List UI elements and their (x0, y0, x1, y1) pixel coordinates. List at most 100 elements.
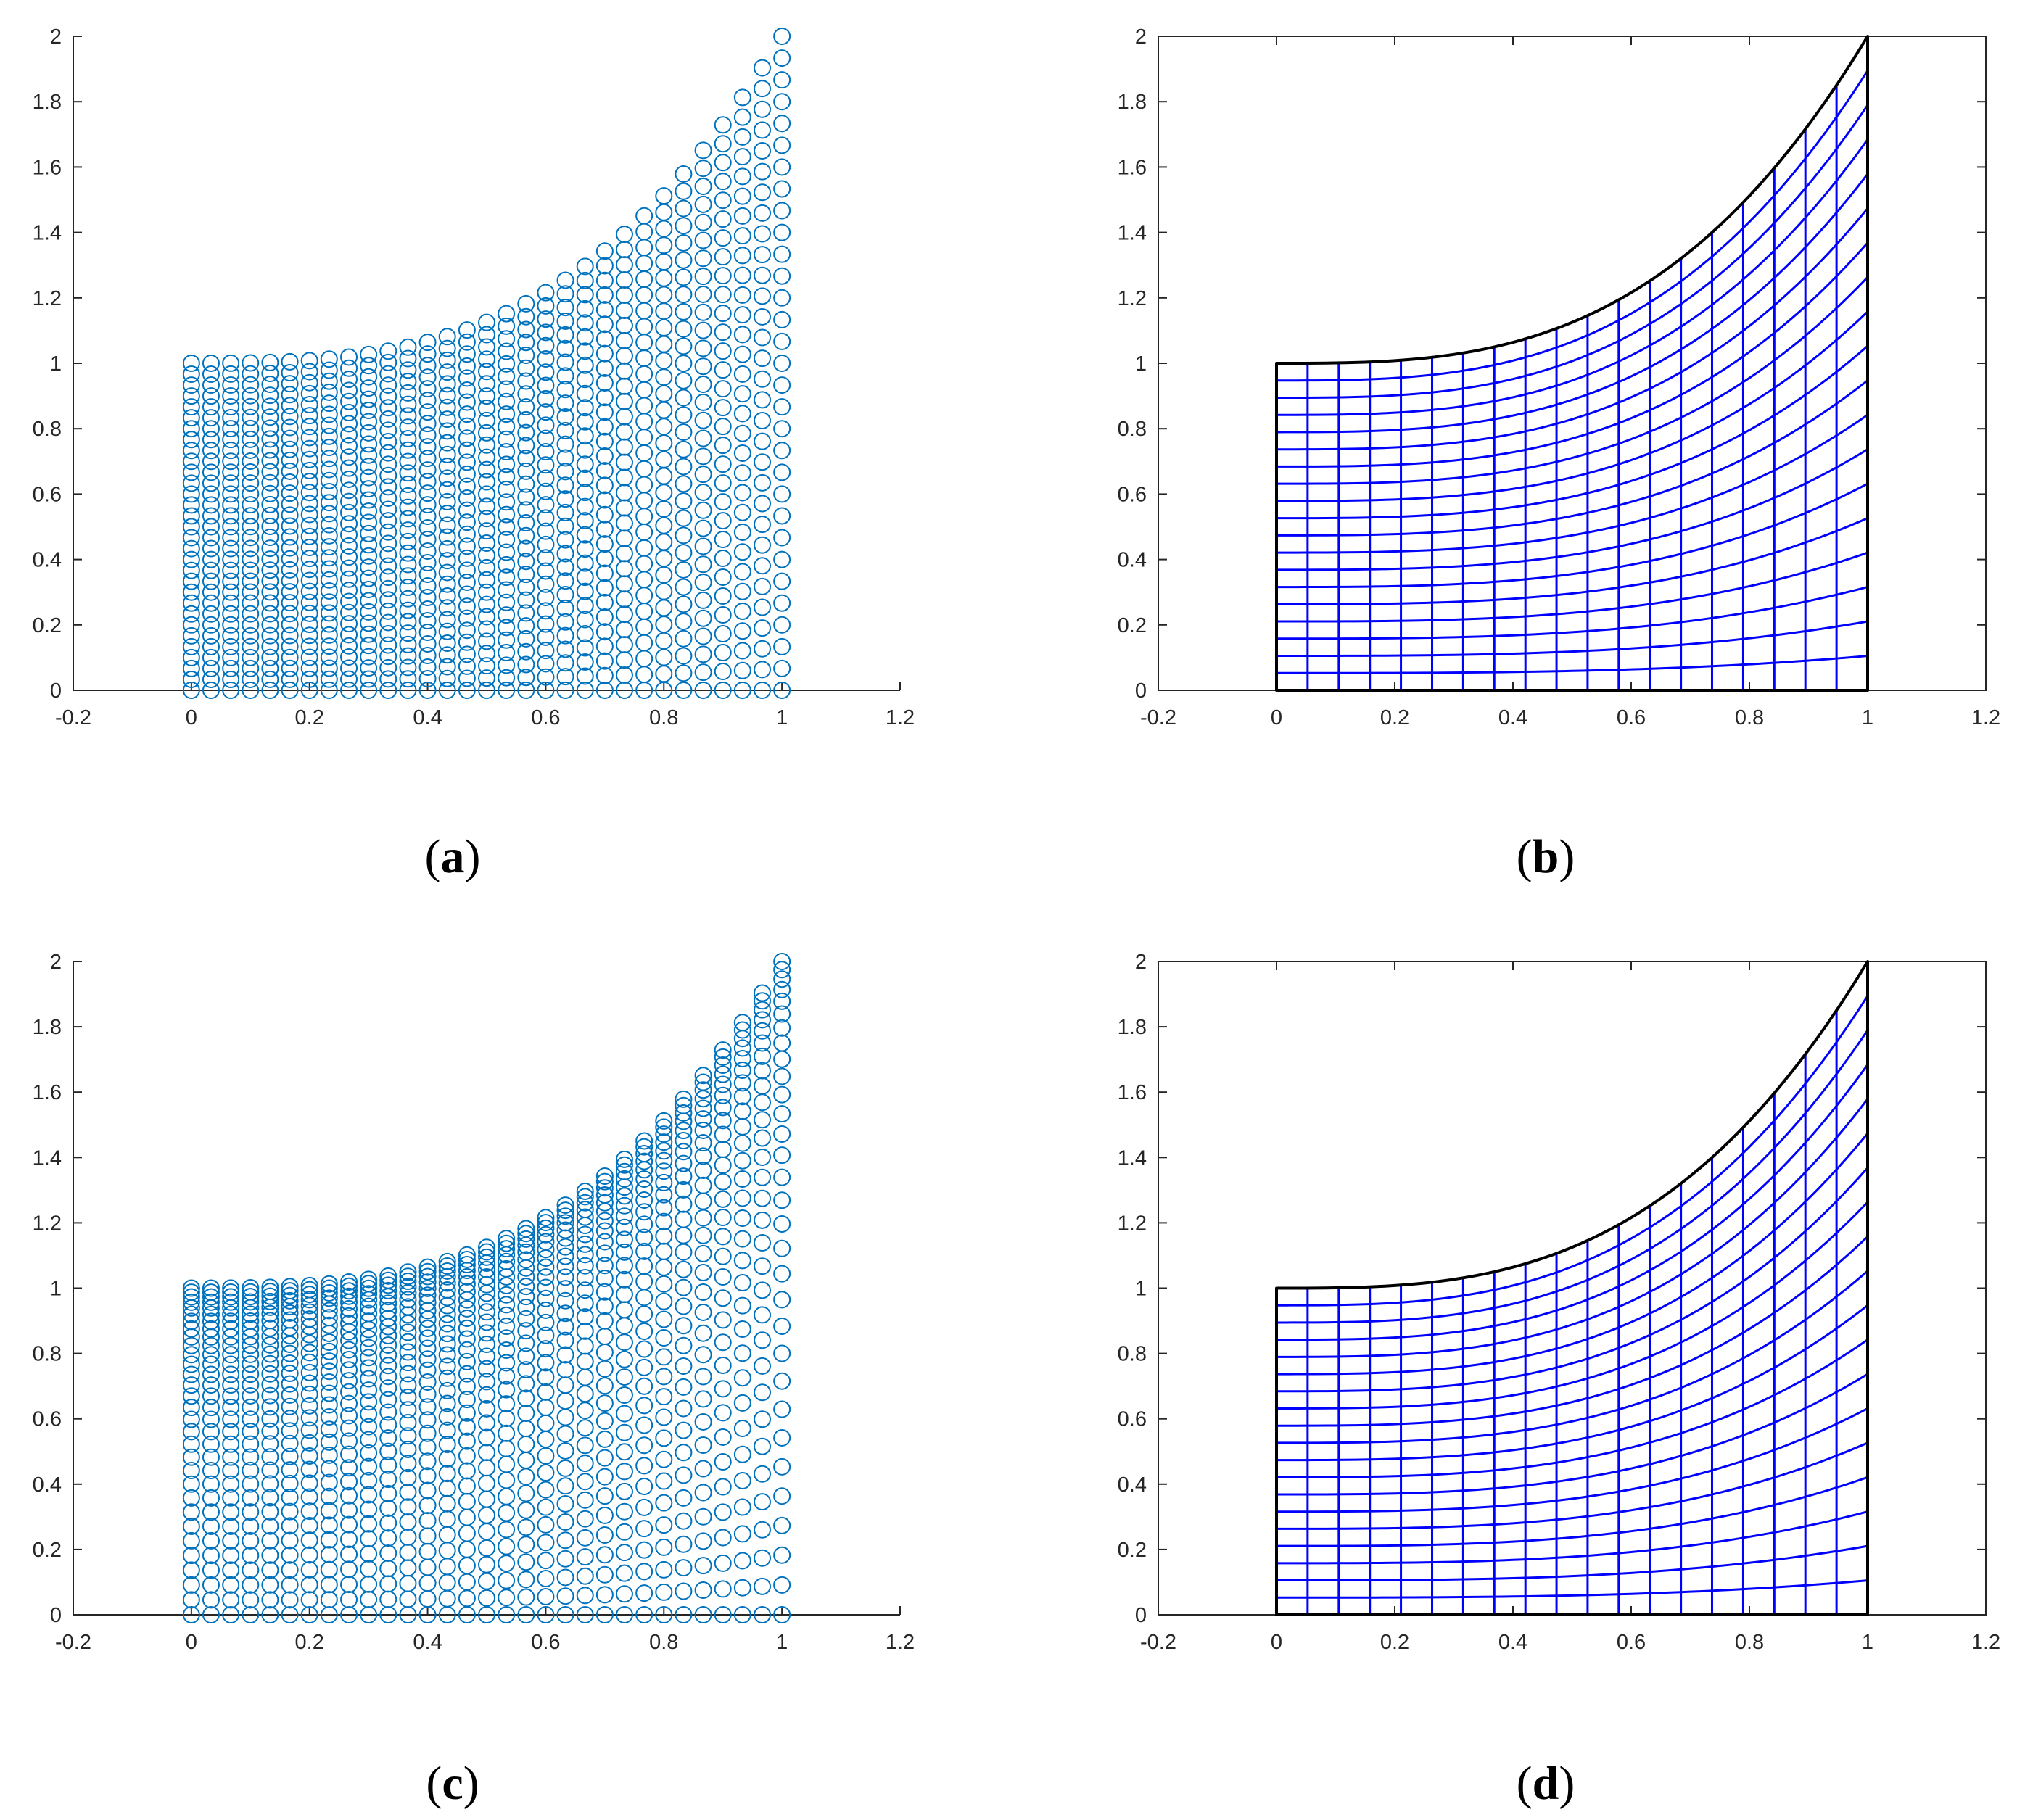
scatter-point (733, 227, 751, 245)
scatter-point (438, 1589, 456, 1608)
scatter-point (242, 1576, 260, 1594)
mesh-horizontal-curve (1277, 448, 1868, 571)
scatter-point (261, 1376, 279, 1394)
scatter-point (379, 568, 397, 587)
scatter-point (576, 1268, 594, 1286)
scatter-point (202, 1606, 220, 1623)
scatter-point (458, 369, 476, 387)
scatter-point (773, 1457, 791, 1476)
scatter-point (498, 355, 516, 373)
scatter-point (300, 571, 318, 590)
scatter-point (438, 528, 456, 546)
scatter-point (675, 1122, 693, 1140)
scatter-point (754, 225, 772, 243)
scatter-point (537, 469, 555, 487)
mesh-horizontal-curve (1277, 379, 1868, 537)
scatter-point (714, 1606, 732, 1623)
scatter-point (202, 496, 220, 514)
scatter-point (595, 666, 614, 684)
scatter-point (714, 1356, 732, 1374)
caption-letter: a (441, 830, 465, 883)
scatter-point (576, 1419, 594, 1437)
scatter-point (438, 587, 456, 605)
scatter-point (222, 1355, 240, 1373)
scatter-point (498, 1341, 516, 1360)
scatter-point (595, 1167, 614, 1185)
scatter-point (635, 1457, 653, 1475)
scatter-point (261, 583, 279, 601)
scatter-point (418, 368, 437, 386)
scatter-point (281, 1286, 299, 1304)
y-tick-label: 0.6 (1118, 1408, 1147, 1431)
scatter-point (222, 626, 240, 645)
scatter-point (754, 100, 772, 118)
scatter-point (300, 1460, 318, 1478)
scatter-point (675, 337, 693, 355)
scatter-point (202, 398, 220, 416)
mesh-horizontal-curve (1277, 1098, 1869, 1358)
scatter-point (418, 1542, 437, 1560)
scatter-point (556, 1531, 574, 1550)
scatter-point (340, 437, 358, 455)
scatter-point (537, 442, 555, 460)
scatter-point (438, 363, 456, 381)
scatter-point (694, 1073, 712, 1091)
scatter-point (537, 509, 555, 527)
scatter-point (320, 482, 338, 500)
scatter-point (517, 617, 535, 635)
scatter-point (655, 450, 673, 468)
x-tick-label: 0.2 (1380, 1631, 1409, 1654)
mesh-horizontal-curve (1277, 1544, 1868, 1582)
scatter-point (537, 562, 555, 580)
scatter-point (635, 1584, 653, 1602)
scatter-point (458, 1508, 476, 1526)
scatter-point (754, 1149, 772, 1167)
scatter-point (261, 1304, 279, 1323)
scatter-point (754, 121, 772, 139)
y-tick-label: 0.8 (1118, 1343, 1147, 1366)
scatter-point (182, 1561, 200, 1579)
scatter-point (615, 1230, 633, 1249)
y-tick-label: 1.8 (33, 1016, 62, 1039)
scatter-point (556, 381, 574, 399)
scatter-point (300, 516, 318, 534)
scatter-point (399, 1559, 417, 1577)
y-tick-label: 0.8 (33, 1343, 62, 1366)
scatter-point (595, 1222, 614, 1240)
scatter-point (300, 1447, 318, 1465)
scatter-point (714, 437, 732, 455)
scatter-point (340, 481, 358, 500)
scatter-point (438, 682, 456, 699)
scatter-point (300, 1546, 318, 1564)
scatter-point (733, 622, 751, 640)
scatter-point (655, 1151, 673, 1170)
scatter-point (498, 1571, 516, 1589)
scatter-point (615, 1257, 633, 1275)
scatter-point (694, 1162, 712, 1179)
scatter-point (714, 1156, 732, 1174)
scatter-point (360, 1381, 378, 1399)
mesh-boundary (1275, 960, 1869, 1616)
scatter-point (537, 1498, 555, 1516)
scatter-point (320, 1384, 338, 1402)
scatter-point (498, 1306, 516, 1324)
scatter-point (754, 1111, 772, 1129)
scatter-point (498, 568, 516, 587)
scatter-point (733, 1170, 751, 1188)
scatter-point (222, 1576, 240, 1594)
scatter-point (498, 305, 516, 323)
scatter-point (556, 1247, 574, 1265)
scatter-point (360, 1405, 378, 1423)
scatter-point (635, 618, 653, 636)
scatter-point (320, 1420, 338, 1439)
scatter-point (202, 1462, 220, 1480)
scatter-point (498, 480, 516, 498)
scatter-point (694, 574, 712, 592)
scatter-point (458, 453, 476, 471)
scatter-point (242, 572, 260, 590)
scatter-point (675, 629, 693, 648)
scatter-point (242, 1312, 260, 1330)
scatter-point (655, 484, 673, 502)
scatter-point (202, 1423, 220, 1441)
scatter-point (360, 1471, 378, 1489)
